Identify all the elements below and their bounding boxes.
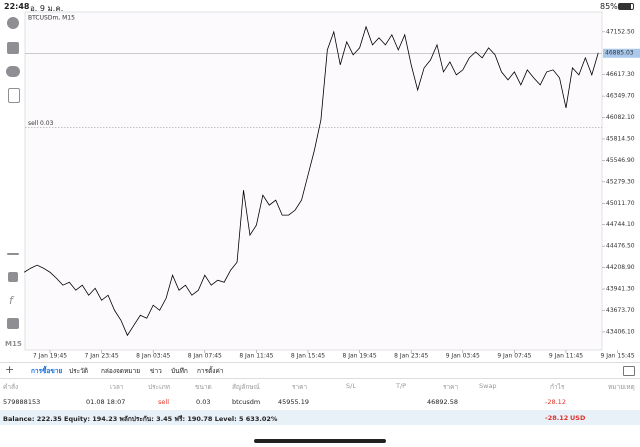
column-header: หมายเหตุ	[608, 383, 635, 391]
price-box	[603, 48, 640, 58]
column-header: ราคา	[443, 383, 459, 391]
current-price: 46892.58	[427, 398, 459, 406]
currency: USD	[570, 414, 586, 422]
function-icon[interactable]: f	[9, 294, 13, 307]
chart: BTCUSDm, M15 47152.50 46617.30 46349.70 460…	[23, 11, 640, 360]
order-time: 01.08 18:07	[86, 398, 126, 406]
tab[interactable]: การซื้อขาย	[31, 367, 63, 375]
column-header: S/L	[346, 382, 356, 390]
x-tick-label: 8 Jan 23:45	[394, 353, 428, 360]
x-tick-label: 8 Jan 07:45	[188, 353, 222, 360]
column-header: Swap	[479, 382, 497, 390]
column-header: เวลา	[110, 383, 124, 391]
open-price: 45955.19	[278, 398, 310, 406]
tab[interactable]: การตั้งค่า	[197, 367, 224, 375]
status-battery: 85%	[600, 2, 618, 11]
plot-area	[24, 11, 603, 351]
trade-icon[interactable]	[7, 42, 19, 54]
layout-icon[interactable]	[623, 366, 635, 376]
x-tick-label: 8 Jan 19:45	[343, 353, 377, 360]
x-tick-label: 7 Jan 19:45	[33, 353, 67, 360]
x-tick-label: 9 Jan 11:45	[549, 353, 583, 360]
x-tick-label: 7 Jan 23:45	[85, 353, 119, 360]
objects-icon[interactable]	[7, 318, 19, 329]
summary-bar	[0, 410, 640, 425]
column-header: T/P	[396, 382, 407, 390]
new-doc-icon[interactable]	[8, 88, 20, 103]
timeframe[interactable]: M15	[5, 340, 22, 348]
x-tick-label: 9 Jan 15:45	[601, 353, 635, 360]
order-type: sell	[158, 398, 169, 406]
crosshair-icon[interactable]	[7, 253, 19, 255]
account-summary: Balance: 222.35 Equity: 194.23 พลักประกั…	[3, 415, 278, 423]
x-tick-label: 9 Jan 03:45	[446, 353, 480, 360]
tab[interactable]: บันทึก	[171, 367, 188, 375]
add-button[interactable]: +	[5, 363, 15, 376]
column-header: ขนาด	[195, 383, 212, 391]
tab-bar	[0, 362, 640, 379]
column-header: สัญลักษณ์	[232, 383, 260, 391]
battery-icon	[618, 3, 634, 10]
column-header: คำสั่ง	[3, 383, 19, 391]
price-label: 46885.03	[605, 50, 634, 57]
tab[interactable]: ข่าว	[150, 367, 162, 375]
x-tick-label: 9 Jan 07:45	[497, 353, 531, 360]
position-label: sell 0.03	[28, 120, 54, 127]
order-profit: -28.12	[545, 398, 566, 406]
y-tick-label: 46349.70	[606, 93, 635, 100]
x-tick-label: 8 Jan 11:45	[239, 353, 273, 360]
y-tick-label: 44744.10	[606, 221, 635, 228]
y-tick-label: 45546.90	[606, 157, 635, 164]
order-symbol: btcusdm	[232, 398, 261, 406]
y-tick-label: 43673.70	[606, 307, 635, 314]
y-tick-label: 46617.30	[606, 71, 635, 78]
y-tick-label: 45814.50	[606, 135, 635, 142]
tab[interactable]: กล่องจดหมาย	[101, 367, 141, 375]
status-time: 22:48	[4, 2, 30, 11]
status-date: อ. 9 ม.ค.	[30, 4, 64, 13]
chart-title: BTCUSDm, M15	[28, 15, 75, 22]
y-tick-label: 45011.70	[606, 200, 635, 207]
account-icon[interactable]	[7, 17, 19, 29]
tab[interactable]: ประวัติ	[69, 367, 88, 375]
order-id: 579888153	[3, 398, 41, 406]
y-tick-label: 46082.10	[606, 114, 635, 121]
y-tick-label: 47152.50	[606, 28, 635, 35]
column-header: ราคา	[292, 383, 308, 391]
indicator-icon[interactable]	[8, 272, 18, 282]
total-profit: -28.12	[545, 414, 569, 422]
column-header: ประเภท	[148, 383, 170, 391]
y-tick-label: 44476.50	[606, 243, 635, 250]
price-line-series	[23, 25, 599, 337]
x-tick-label: 8 Jan 03:45	[136, 353, 170, 360]
home-indicator	[254, 439, 386, 443]
chat-icon[interactable]	[6, 66, 20, 77]
y-tick-label: 43941.30	[606, 286, 635, 293]
y-tick-label: 43406.10	[606, 328, 635, 335]
y-tick-label: 44208.90	[606, 264, 635, 271]
order-volume: 0.03	[196, 398, 211, 406]
column-header: กำไร	[550, 383, 565, 391]
x-tick-label: 8 Jan 15:45	[291, 353, 325, 360]
y-tick-label: 45279.30	[606, 178, 635, 185]
